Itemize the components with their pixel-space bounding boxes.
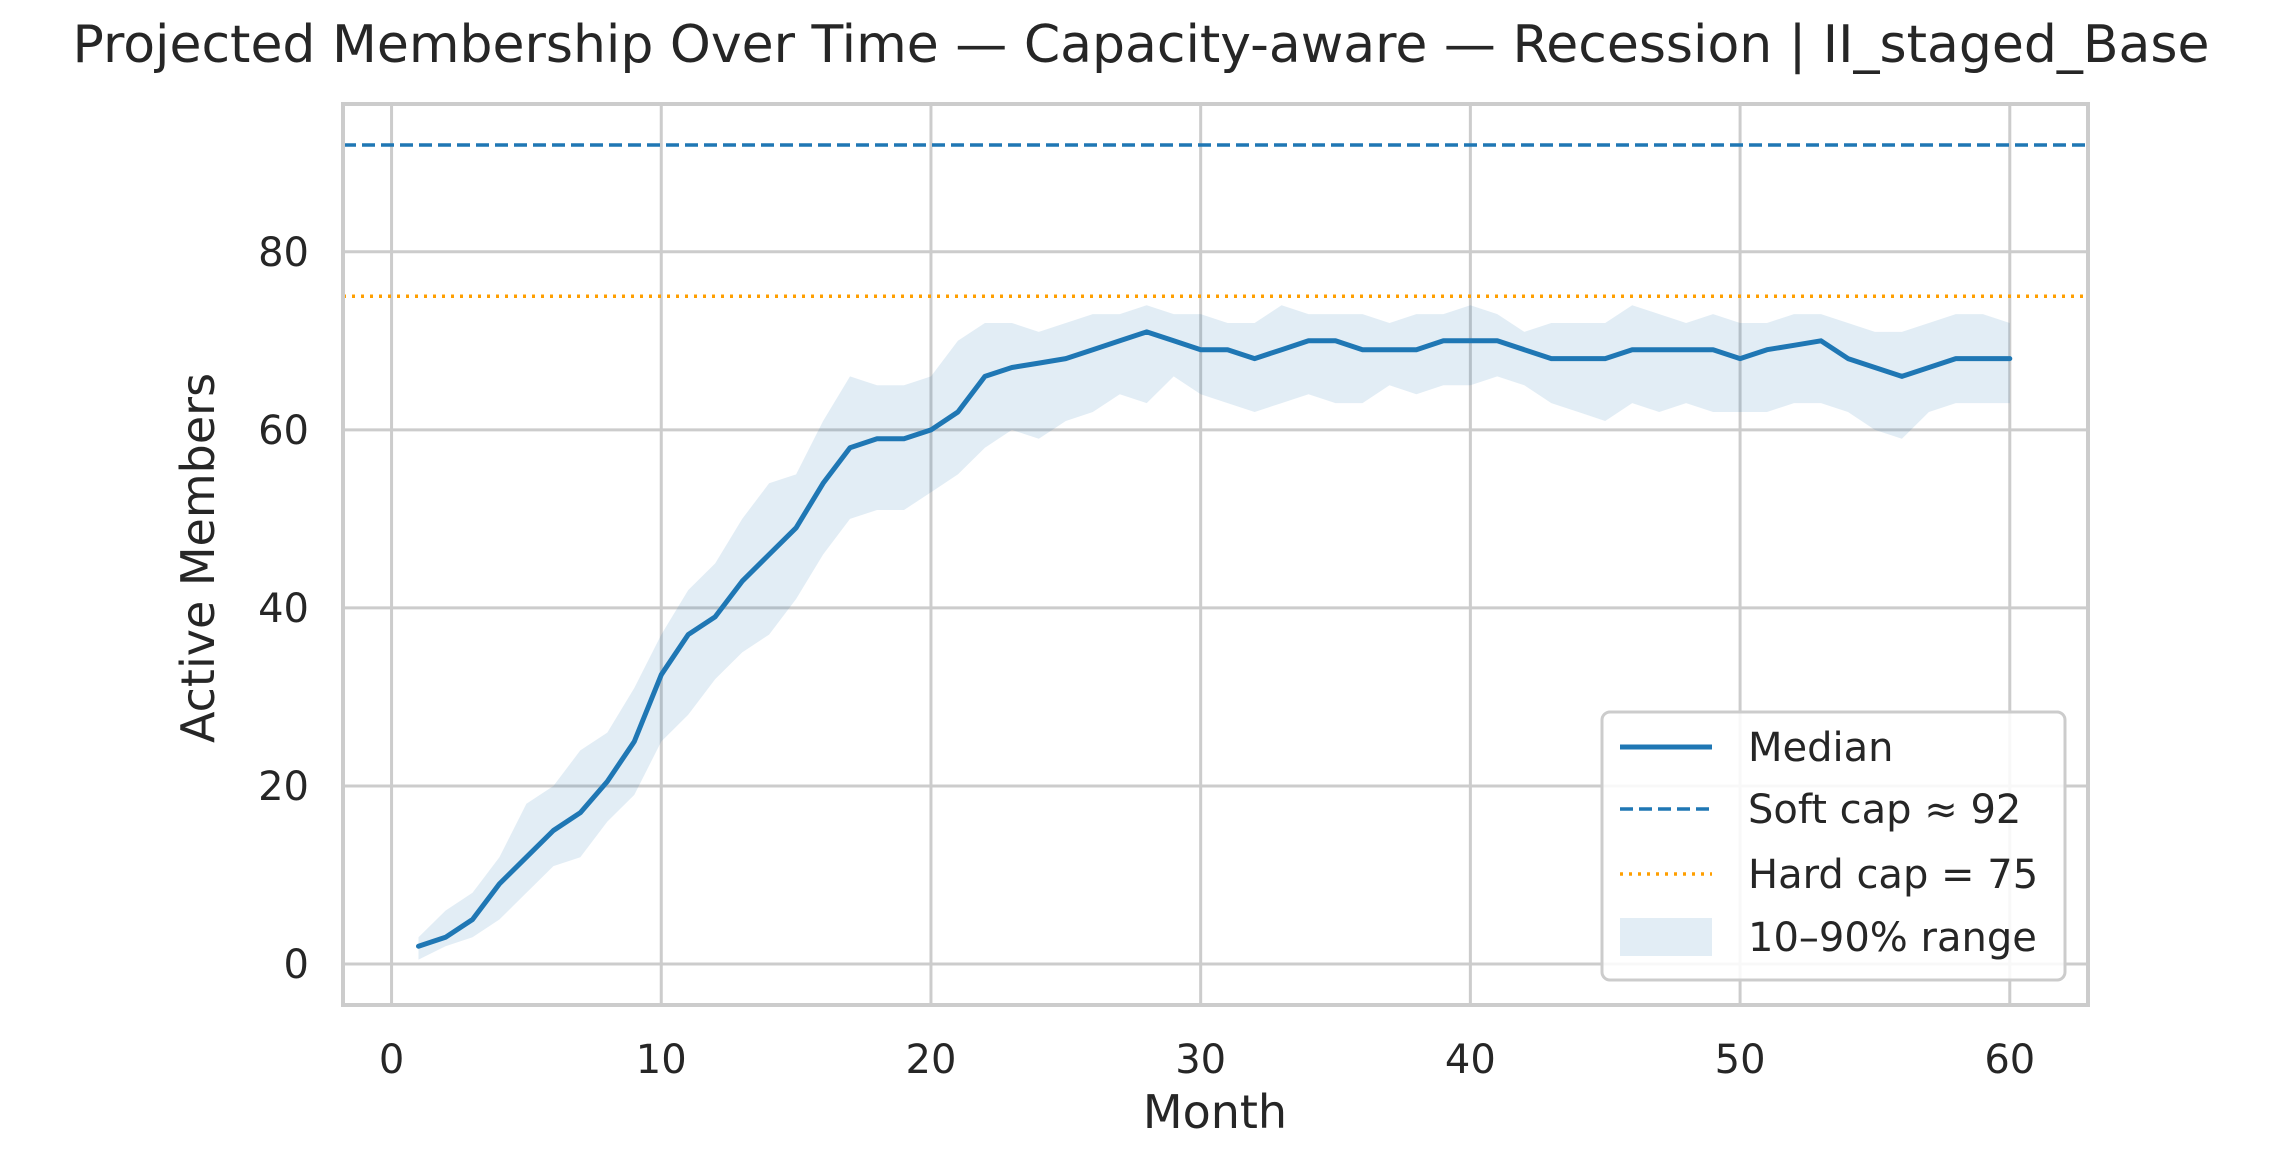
tick-labels: 0 10 20 30 40 50 60 0 20 40 60 80 (258, 230, 2035, 1083)
x-tick-label: 20 (906, 1037, 957, 1083)
x-tick-label: 40 (1445, 1037, 1496, 1083)
x-axis-label: Month (1143, 1085, 1287, 1139)
x-tick-label: 60 (1984, 1037, 2035, 1083)
y-tick-label: 40 (258, 586, 309, 632)
legend: Median Soft cap ≈ 92 Hard cap = 75 10–90% r… (1600, 710, 2067, 982)
y-tick-label: 0 (284, 942, 309, 988)
legend-soft-cap-label: Soft cap ≈ 92 (1748, 787, 2021, 833)
x-tick-label: 50 (1715, 1037, 1766, 1083)
plot-frame (341, 102, 2090, 1007)
plot-area (343, 143, 2088, 960)
y-axis-label: Active Members (171, 373, 225, 743)
y-tick-label: 60 (258, 408, 309, 454)
median-line (416, 329, 2013, 949)
grid-lines (343, 104, 2088, 1005)
x-tick-label: 0 (379, 1037, 404, 1083)
x-tick-label: 10 (636, 1037, 687, 1083)
x-tick-label: 30 (1175, 1037, 1226, 1083)
legend-hard-cap-label: Hard cap = 75 (1748, 852, 2038, 898)
chart-title: Projected Membership Over Time — Capacit… (73, 15, 2210, 75)
legend-range-label: 10–90% range (1748, 915, 2037, 961)
y-tick-label: 20 (258, 764, 309, 810)
range-band (418, 305, 2010, 960)
legend-box (1600, 710, 2067, 982)
legend-median-label: Median (1748, 725, 1894, 771)
legend-range-swatch (1620, 918, 1712, 956)
y-tick-label: 80 (258, 230, 309, 276)
